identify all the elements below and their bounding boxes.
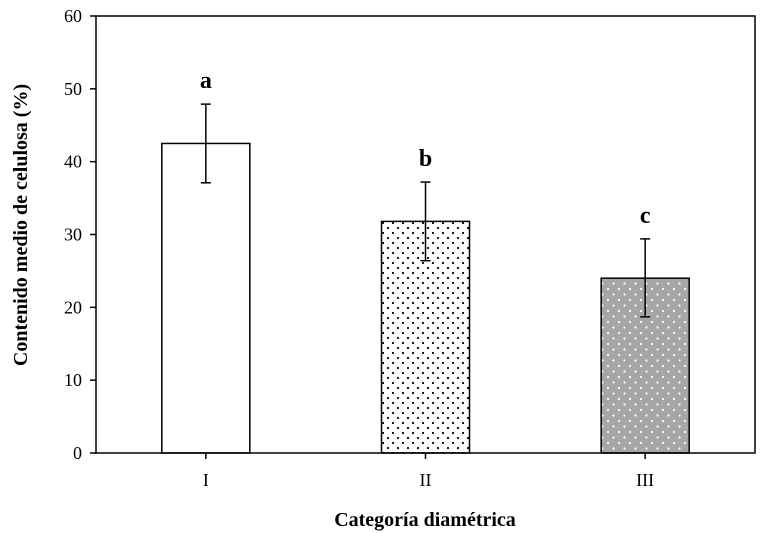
y-axis-title: Contenido medio de celulosa (%) — [10, 84, 32, 366]
y-tick-label: 0 — [73, 443, 82, 463]
significance-labels-group: a b c — [200, 68, 651, 229]
y-axis-ticks: 0 10 20 30 40 50 60 — [64, 6, 96, 463]
plot-frame — [95, 15, 756, 454]
y-tick-label: 40 — [64, 152, 82, 172]
x-tick-label-I: I — [203, 470, 209, 490]
y-tick-label: 50 — [64, 79, 82, 99]
y-tick-label: 10 — [64, 370, 82, 390]
x-axis-title: Categoría diamétrica — [334, 509, 516, 531]
y-tick-label: 30 — [64, 225, 82, 245]
y-tick-label: 20 — [64, 297, 82, 317]
significance-label-II: b — [419, 146, 432, 172]
x-tick-label-III: III — [636, 470, 654, 490]
error-bars-group — [200, 103, 651, 318]
significance-label-III: c — [640, 203, 651, 229]
significance-label-I: a — [200, 68, 212, 94]
x-axis-ticks: I II III — [203, 453, 654, 490]
y-tick-label: 60 — [64, 6, 82, 26]
x-tick-label-II: II — [420, 470, 432, 490]
bar-I — [161, 142, 251, 454]
